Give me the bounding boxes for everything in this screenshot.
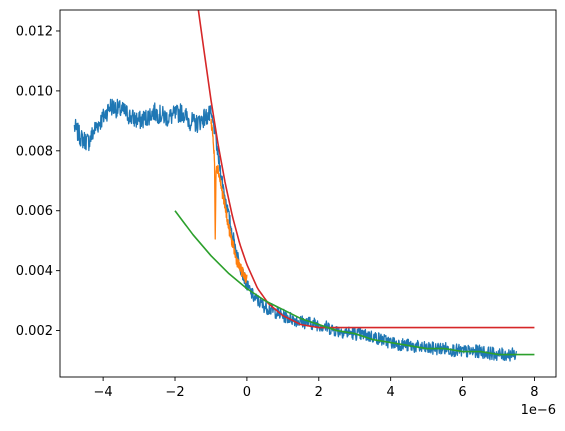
y-tick-label: 0.012 (16, 24, 53, 39)
series-line-2 (210, 118, 248, 284)
x-tick-label: −4 (94, 385, 113, 400)
y-tick-label: 0.004 (16, 264, 53, 279)
series-line-4 (174, 210, 535, 356)
y-tick-label: 0.002 (16, 324, 53, 339)
y-tick-label: 0.008 (16, 144, 53, 159)
x-tick-label: 4 (387, 385, 395, 400)
x-offset-label: 1e−6 (521, 403, 556, 418)
series-layer (73, 10, 535, 362)
series-line-3 (197, 10, 535, 329)
x-tick-label: 6 (458, 385, 466, 400)
x-tick-label: −2 (165, 385, 184, 400)
y-tick-label: 0.006 (16, 204, 53, 219)
x-tick-label: 8 (530, 385, 538, 400)
x-tick-label: 2 (315, 385, 323, 400)
x-axis-ticks: −4 −2 0 2 4 6 8 (94, 377, 539, 400)
x-tick-label: 0 (243, 385, 251, 400)
y-axis-ticks: 0.002 0.004 0.006 0.008 0.010 0.012 (16, 24, 60, 339)
y-tick-label: 0.010 (16, 84, 53, 99)
axes-frame (59, 9, 557, 378)
plot-area-background (60, 10, 556, 377)
series-line-1 (73, 98, 518, 362)
